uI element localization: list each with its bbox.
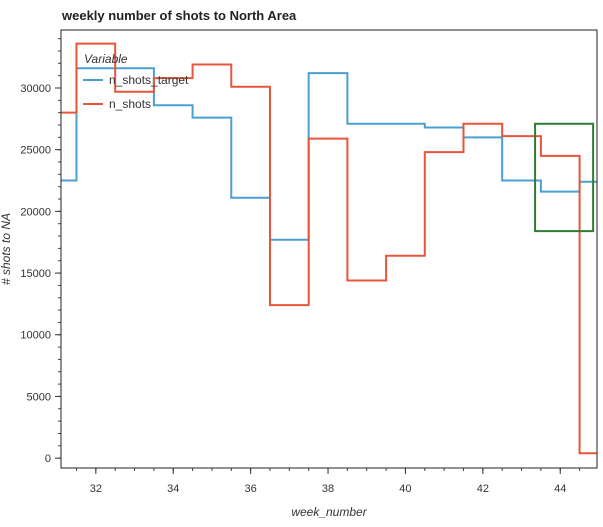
x-tick-label: 42 (477, 483, 489, 495)
y-tick-label: 0 (45, 453, 51, 465)
x-axis-label: week_number (291, 505, 367, 519)
x-tick-label: 44 (554, 483, 566, 495)
legend-title: Variable (84, 52, 128, 66)
plot-border (60, 29, 598, 469)
x-tick-label: 34 (167, 483, 179, 495)
x-tick-label: 40 (399, 483, 411, 495)
legend-label-n_shots: n_shots (109, 97, 151, 111)
x-tick-label: 36 (245, 483, 257, 495)
legend-label-n_shots_target: n_shots_target (109, 73, 189, 87)
y-tick-label: 25000 (20, 145, 51, 157)
y-tick-label: 15000 (20, 268, 51, 280)
chart-title: weekly number of shots to North Area (62, 8, 297, 23)
x-tick-label: 38 (322, 483, 334, 495)
series-line-n_shots_target (61, 67, 597, 241)
y-axis-label: # shots to NA (0, 213, 13, 285)
y-tick-label: 30000 (20, 83, 51, 95)
series-line-n_shots (61, 42, 597, 455)
highlight-box (534, 122, 595, 233)
x-tick-label: 32 (90, 483, 102, 495)
y-tick-label: 20000 (20, 206, 51, 218)
y-tick-label: 5000 (27, 391, 51, 403)
y-tick-label: 10000 (20, 330, 51, 342)
